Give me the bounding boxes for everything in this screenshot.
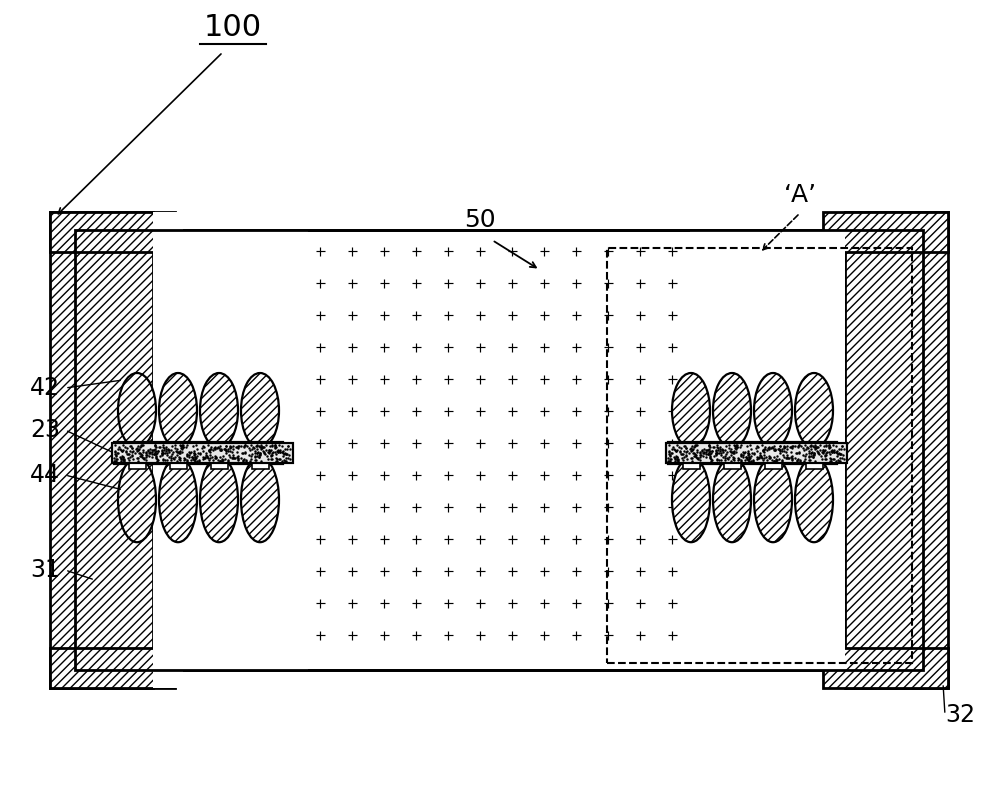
Bar (211, 443, 228, 458)
Bar (170, 443, 187, 458)
Bar (75, 230, 923, 670)
Ellipse shape (672, 457, 710, 542)
Bar (50, 648, 175, 688)
Bar (112, 443, 293, 463)
Ellipse shape (795, 373, 833, 448)
Bar (211, 454, 228, 469)
Text: 32: 32 (945, 703, 975, 727)
Bar (252, 454, 269, 469)
Ellipse shape (795, 457, 833, 542)
Bar (806, 443, 822, 458)
Text: ‘A’: ‘A’ (783, 183, 817, 207)
Bar (129, 454, 146, 469)
Bar (112, 443, 293, 463)
Bar (50, 212, 153, 688)
Bar (724, 454, 740, 469)
Bar (682, 454, 700, 469)
Ellipse shape (159, 457, 197, 542)
Ellipse shape (118, 457, 156, 542)
Bar (50, 212, 175, 252)
Bar (724, 443, 740, 458)
Bar (170, 454, 187, 469)
Ellipse shape (754, 457, 792, 542)
Bar (153, 212, 183, 688)
Text: 42: 42 (30, 376, 60, 400)
Text: 31: 31 (30, 558, 60, 582)
Bar (682, 443, 700, 458)
Ellipse shape (200, 457, 238, 542)
Bar (114, 442, 283, 464)
Bar (666, 443, 847, 463)
Bar (129, 443, 146, 458)
Bar (252, 443, 269, 458)
Text: 100: 100 (204, 13, 262, 42)
Bar (153, 230, 308, 670)
Bar (845, 212, 948, 688)
Bar (823, 648, 948, 688)
Bar (75, 230, 923, 670)
Bar (765, 454, 782, 469)
Text: 23: 23 (30, 418, 60, 442)
Ellipse shape (713, 457, 751, 542)
Ellipse shape (713, 373, 751, 448)
Ellipse shape (241, 457, 279, 542)
Bar (765, 443, 782, 458)
Bar (607, 248, 912, 663)
Bar (823, 212, 948, 252)
Ellipse shape (118, 373, 156, 448)
Ellipse shape (241, 373, 279, 448)
Ellipse shape (672, 373, 710, 448)
Bar (690, 230, 845, 670)
Bar (806, 454, 822, 469)
Ellipse shape (200, 373, 238, 448)
Text: 50: 50 (464, 208, 496, 232)
Text: 44: 44 (30, 463, 60, 487)
Ellipse shape (754, 373, 792, 448)
Bar (666, 443, 847, 463)
Ellipse shape (159, 373, 197, 448)
Bar (668, 442, 837, 464)
